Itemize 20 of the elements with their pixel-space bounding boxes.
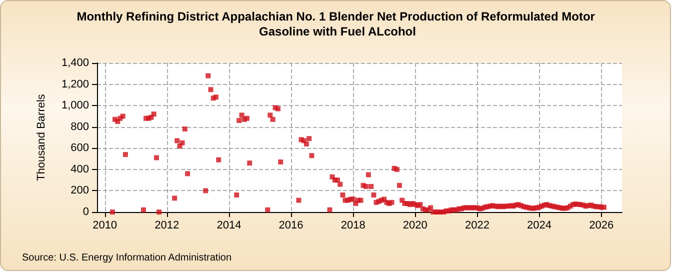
x-tick-label: 2022 [464,220,490,232]
x-tick-label: 2026 [589,220,614,232]
y-tick-label: 200 [70,184,89,197]
x-tick-label: 2024 [527,220,552,232]
x-tick-label: 2018 [340,220,366,232]
x-tick-label: 2020 [402,220,428,232]
y-tick-label: 1,000 [61,100,89,112]
y-tick-label: 800 [70,120,89,133]
x-tick-label: 2016 [278,220,304,232]
y-tick-label: 0 [82,206,89,218]
source-note: Source: U.S. Energy Information Administration [22,252,232,264]
y-tick-label: 600 [70,142,89,154]
x-tick-label: 2014 [216,220,242,232]
y-tick-label: 1,400 [61,57,89,69]
x-tick-label: 2012 [154,220,180,232]
y-tick-label: 1,200 [61,78,89,90]
x-tick-label: 2010 [92,220,118,232]
chart-title: Monthly Refining District Appalachian No. 1 Blender Net Production of Reformulated Motor Gasoline with Fuel ALcohol [76,10,598,38]
y-tick-label: 400 [70,163,89,176]
y-axis-title: Thousand Barrels [36,94,48,181]
